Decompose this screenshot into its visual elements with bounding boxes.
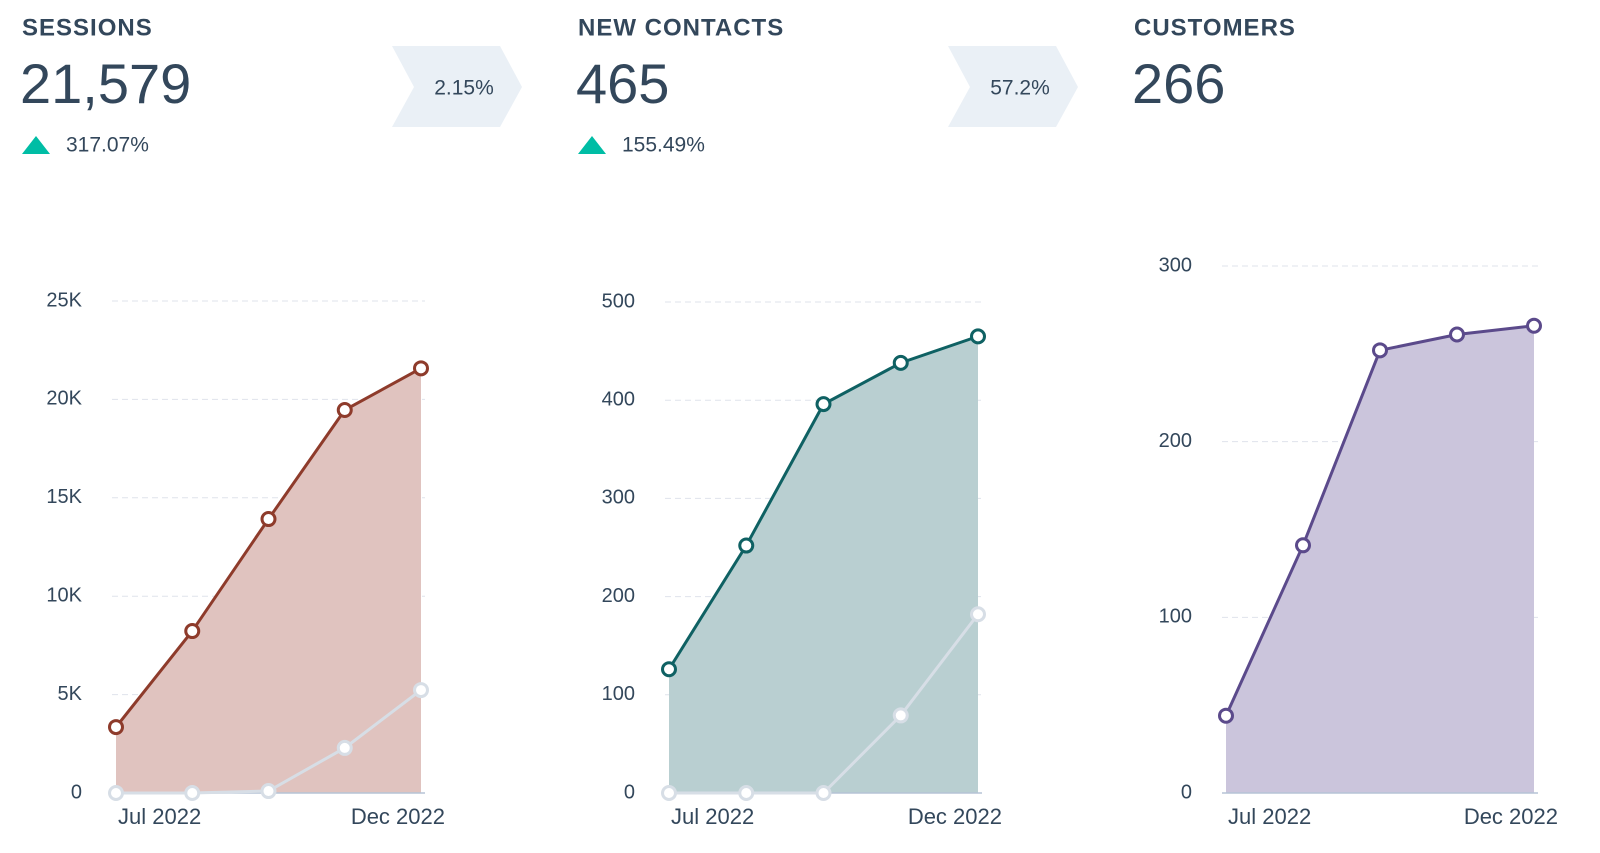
up-arrow (22, 136, 50, 154)
y-tick-label: 400 (602, 388, 635, 410)
conversion-chevron (948, 46, 1078, 127)
kpi-change: 317.07% (66, 134, 149, 157)
y-tick-label: 300 (1159, 254, 1192, 276)
point (892, 707, 909, 724)
point (738, 537, 755, 554)
y-tick-label: 100 (1159, 606, 1192, 628)
x-tick-label: Jul 2022 (671, 804, 754, 829)
area (669, 336, 978, 793)
x-tick-label: Dec 2022 (1464, 804, 1558, 829)
point (336, 402, 353, 419)
point (184, 623, 201, 640)
y-tick-label: 5K (58, 683, 83, 705)
kpi-change: 155.49% (622, 134, 705, 157)
point (1295, 537, 1311, 554)
y-tick-label: 10K (46, 584, 82, 606)
x-tick-label: Jul 2022 (1228, 804, 1311, 829)
y-tick-label: 20K (46, 388, 82, 410)
point (184, 785, 201, 801)
area (1226, 325, 1534, 793)
point (413, 682, 429, 699)
point (661, 785, 677, 801)
y-tick-label: 100 (602, 683, 635, 705)
up-arrow (578, 136, 606, 154)
point (970, 328, 986, 345)
kpi-label: CUSTOMERS (1134, 14, 1296, 41)
point (815, 785, 832, 801)
area (116, 368, 421, 793)
conversion-rate: 57.2% (990, 77, 1050, 100)
point (108, 785, 124, 801)
point (1218, 707, 1234, 724)
y-tick-label: 500 (602, 290, 635, 312)
x-tick-label: Dec 2022 (351, 804, 445, 829)
point (413, 360, 429, 377)
point (1372, 342, 1388, 359)
y-tick-label: 200 (602, 585, 635, 607)
point (260, 783, 277, 800)
y-tick-label: 15K (46, 486, 82, 508)
kpi-value: 21,579 (20, 52, 191, 115)
point (260, 511, 277, 528)
x-tick-label: Jul 2022 (118, 804, 201, 829)
y-tick-label: 0 (624, 781, 635, 803)
point (815, 396, 832, 413)
point (738, 785, 755, 801)
y-tick-label: 200 (1159, 430, 1192, 452)
point (1526, 317, 1542, 334)
point (336, 739, 353, 756)
y-tick-label: 0 (1181, 781, 1192, 803)
kpi-value: 266 (1132, 52, 1225, 115)
point (108, 719, 124, 736)
point (970, 606, 986, 623)
point (661, 661, 677, 678)
kpi-label: NEW CONTACTS (578, 14, 784, 41)
point (1449, 326, 1465, 343)
x-tick-label: Dec 2022 (908, 804, 1002, 829)
y-tick-label: 0 (71, 781, 82, 803)
point (892, 354, 909, 371)
kpi-label: SESSIONS (22, 14, 153, 41)
y-tick-label: 25K (46, 289, 82, 311)
conversion-chevron (392, 46, 522, 127)
y-tick-label: 300 (602, 487, 635, 509)
kpi-value: 465 (576, 52, 669, 115)
conversion-rate: 2.15% (434, 77, 494, 100)
